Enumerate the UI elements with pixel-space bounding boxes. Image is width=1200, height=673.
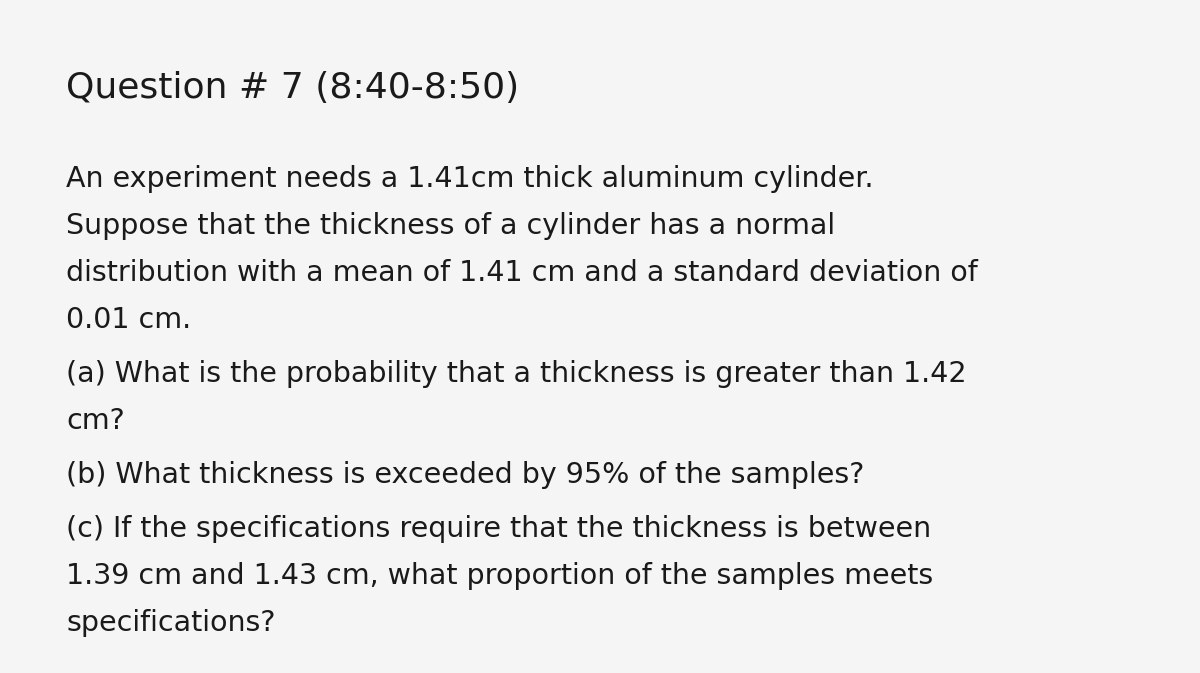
Text: 1.39 cm and 1.43 cm, what proportion of the samples meets: 1.39 cm and 1.43 cm, what proportion of … [66,562,934,590]
Text: (c) If the specifications require that the thickness is between: (c) If the specifications require that t… [66,515,931,543]
Text: 0.01 cm.: 0.01 cm. [66,306,191,334]
Text: cm?: cm? [66,407,125,435]
Text: Question # 7 (8:40-8:50): Question # 7 (8:40-8:50) [66,71,520,105]
Text: An experiment needs a 1.41cm thick aluminum cylinder.: An experiment needs a 1.41cm thick alumi… [66,165,874,193]
Text: (a) What is the probability that a thickness is greater than 1.42: (a) What is the probability that a thick… [66,360,967,388]
Text: specifications?: specifications? [66,609,276,637]
Text: distribution with a mean of 1.41 cm and a standard deviation of: distribution with a mean of 1.41 cm and … [66,259,978,287]
Text: (b) What thickness is exceeded by 95% of the samples?: (b) What thickness is exceeded by 95% of… [66,461,864,489]
Text: Suppose that the thickness of a cylinder has a normal: Suppose that the thickness of a cylinder… [66,212,835,240]
